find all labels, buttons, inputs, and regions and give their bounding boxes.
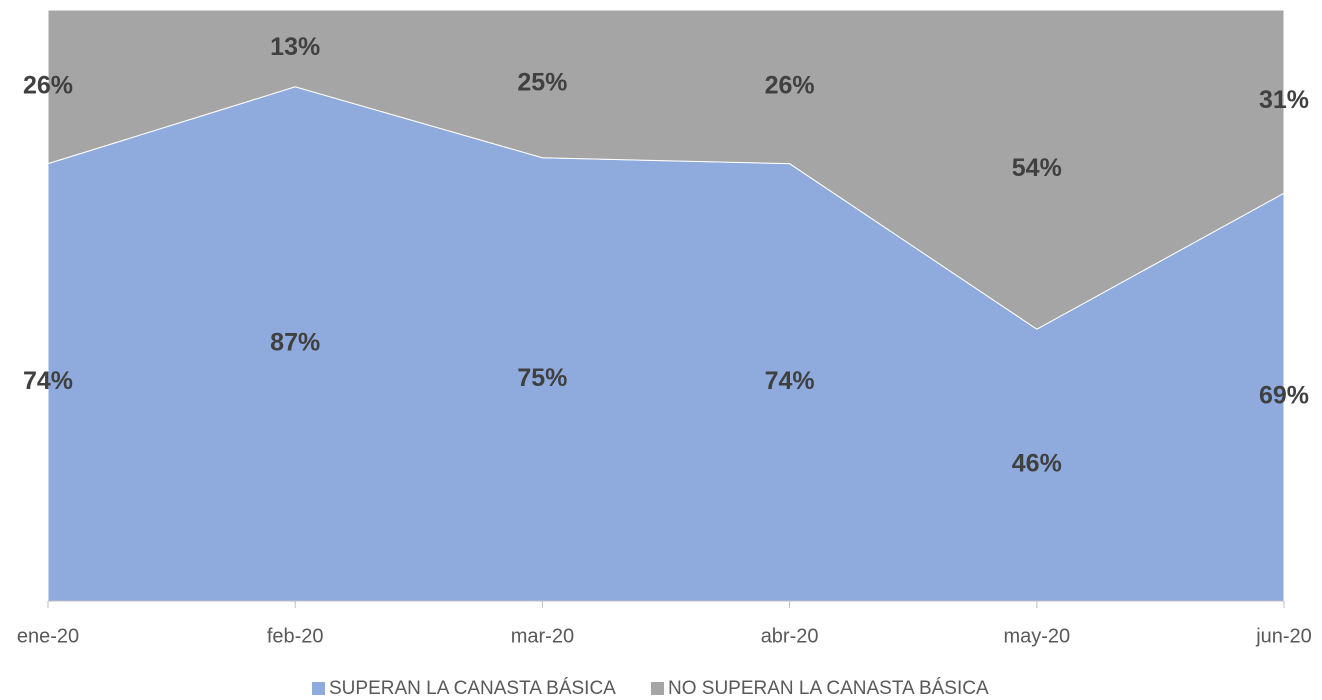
data-label: 26%	[765, 71, 815, 99]
data-label: 31%	[1259, 86, 1309, 114]
x-tick-label: ene-20	[17, 625, 79, 647]
x-tick-label: abr-20	[761, 625, 819, 647]
data-label: 13%	[270, 33, 320, 61]
data-label: 26%	[23, 71, 73, 99]
data-label: 46%	[1012, 450, 1062, 478]
legend-label: SUPERAN LA CANASTA BÁSICA	[329, 678, 616, 699]
data-label: 87%	[270, 329, 320, 357]
legend-swatch	[312, 682, 325, 695]
x-tick-label: may-20	[1003, 625, 1070, 647]
data-label: 25%	[517, 68, 567, 96]
data-label: 54%	[1012, 154, 1062, 182]
data-label: 75%	[517, 364, 567, 392]
legend-label: NO SUPERAN LA CANASTA BÁSICA	[668, 678, 989, 699]
x-tick-label: feb-20	[267, 625, 324, 647]
data-label: 69%	[1259, 382, 1309, 410]
data-label: 74%	[23, 367, 73, 395]
x-tick-label: mar-20	[511, 625, 574, 647]
area	[47, 9, 1285, 330]
x-tick-label: jun-20	[1255, 625, 1312, 647]
legend-swatch	[651, 682, 664, 695]
data-label: 74%	[765, 367, 815, 395]
